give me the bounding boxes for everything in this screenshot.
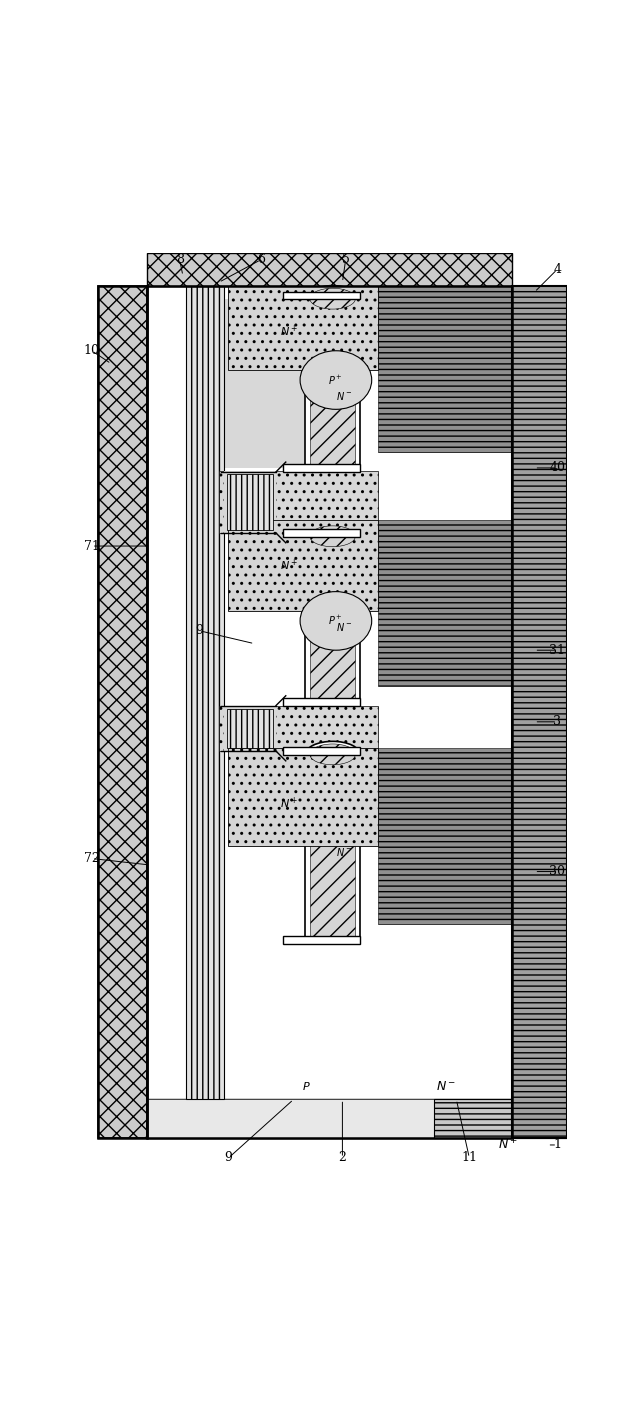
- Bar: [147, 286, 512, 1100]
- Bar: [219, 471, 378, 533]
- Bar: [224, 705, 276, 752]
- Bar: [378, 747, 512, 924]
- Text: 10: 10: [84, 344, 100, 357]
- Bar: [282, 936, 360, 943]
- Text: 40: 40: [549, 461, 565, 474]
- Text: $P$: $P$: [302, 1080, 311, 1093]
- Ellipse shape: [306, 523, 360, 550]
- Bar: [310, 536, 355, 699]
- Text: $N^+$: $N^+$: [280, 323, 298, 338]
- Text: 1: 1: [553, 1138, 561, 1152]
- Text: $N^-$: $N^-$: [336, 622, 352, 633]
- Text: $N^-$: $N^-$: [437, 1080, 457, 1093]
- Bar: [147, 286, 512, 1138]
- Bar: [433, 1100, 567, 1138]
- Text: 30: 30: [549, 866, 565, 878]
- Bar: [147, 254, 512, 286]
- Text: $N^-$: $N^-$: [336, 391, 352, 402]
- Bar: [378, 520, 512, 687]
- Ellipse shape: [300, 592, 372, 650]
- Text: 31: 31: [549, 644, 565, 657]
- Bar: [224, 471, 276, 533]
- Text: 9: 9: [224, 1152, 232, 1165]
- Ellipse shape: [300, 351, 372, 409]
- Ellipse shape: [306, 742, 360, 767]
- Text: 4: 4: [553, 262, 561, 276]
- Bar: [306, 536, 360, 702]
- Bar: [224, 299, 310, 468]
- Text: $N^+$: $N^+$: [280, 558, 298, 574]
- Text: 3: 3: [553, 715, 561, 729]
- Bar: [147, 1100, 433, 1138]
- Bar: [378, 286, 512, 451]
- Text: $P^+$: $P^+$: [328, 374, 343, 386]
- Bar: [229, 520, 378, 611]
- Bar: [229, 286, 378, 371]
- Bar: [147, 1100, 512, 1138]
- Text: 2: 2: [338, 1152, 346, 1165]
- Bar: [227, 709, 273, 747]
- Text: $N^-$: $N^-$: [336, 846, 352, 859]
- Bar: [512, 286, 567, 1138]
- Bar: [282, 292, 360, 299]
- Bar: [227, 474, 273, 530]
- Text: $N^+$: $N^+$: [498, 1138, 518, 1152]
- Bar: [512, 286, 567, 1138]
- Ellipse shape: [310, 526, 355, 547]
- Bar: [282, 747, 360, 754]
- Bar: [229, 747, 378, 846]
- Bar: [310, 299, 355, 465]
- Ellipse shape: [306, 286, 360, 312]
- Bar: [306, 754, 360, 940]
- Bar: [306, 299, 360, 468]
- Bar: [282, 529, 360, 537]
- Bar: [282, 698, 360, 706]
- Text: 8: 8: [176, 254, 184, 266]
- Text: 71: 71: [84, 540, 100, 553]
- Bar: [147, 286, 512, 1138]
- Text: $P^+$: $P^+$: [328, 615, 343, 627]
- Bar: [310, 754, 355, 936]
- Bar: [98, 286, 147, 1138]
- Text: 11: 11: [461, 1152, 478, 1165]
- Ellipse shape: [310, 744, 355, 764]
- Bar: [186, 286, 224, 1100]
- Bar: [282, 464, 360, 472]
- Bar: [98, 286, 147, 1138]
- Text: $N^+$: $N^+$: [280, 795, 298, 811]
- Text: 5: 5: [341, 254, 350, 266]
- Text: 9: 9: [195, 625, 203, 637]
- Bar: [219, 705, 378, 752]
- Text: 6: 6: [257, 254, 265, 266]
- Bar: [147, 1100, 433, 1138]
- Ellipse shape: [310, 288, 355, 309]
- Text: 72: 72: [84, 852, 100, 864]
